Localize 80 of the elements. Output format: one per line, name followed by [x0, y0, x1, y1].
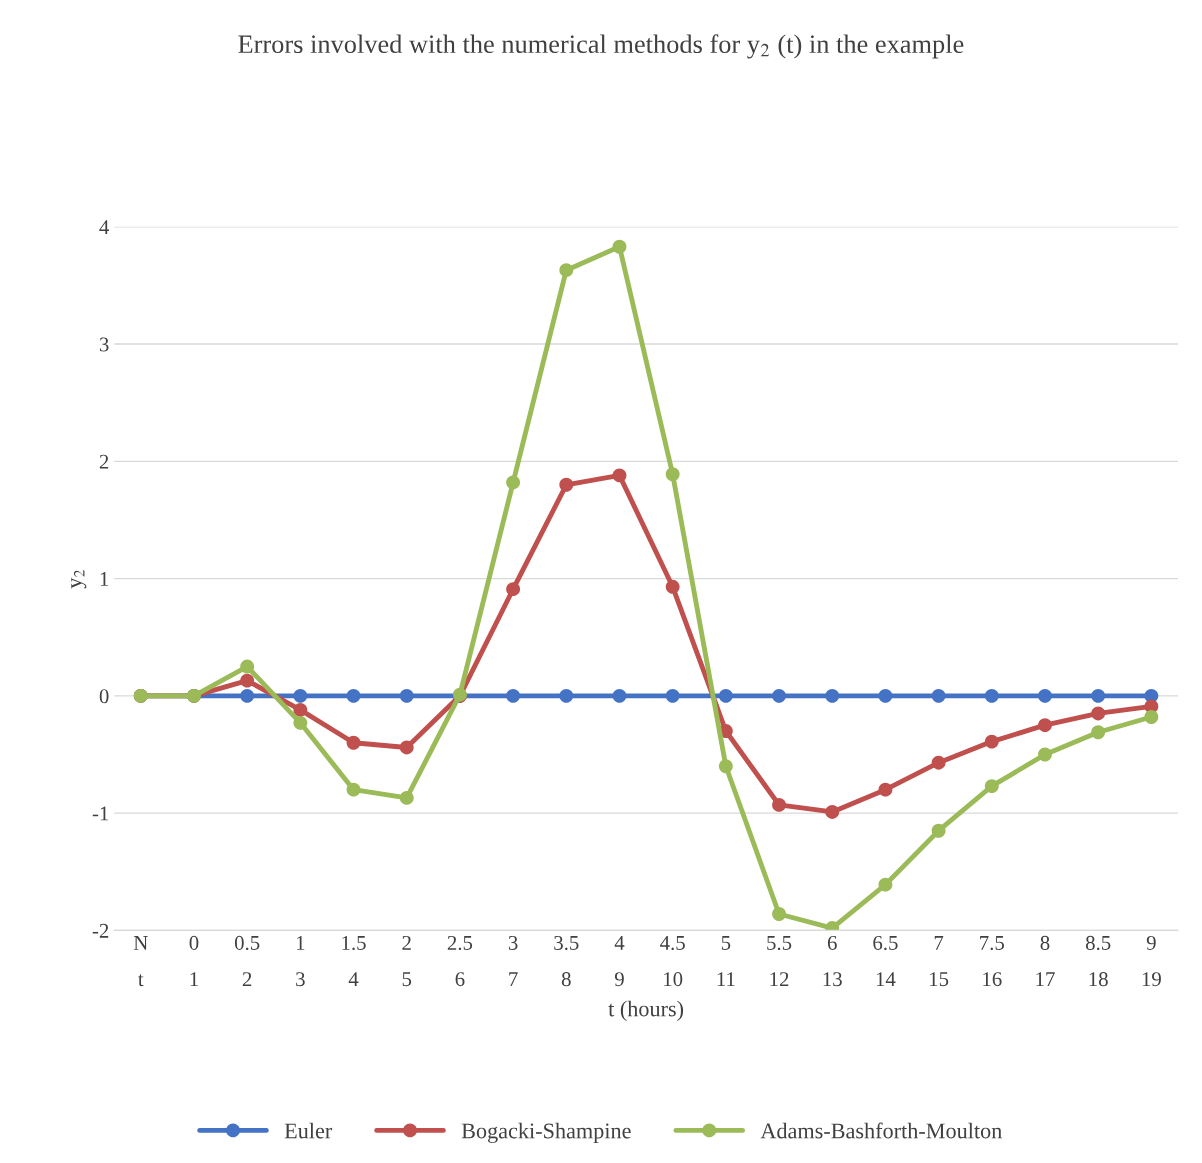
point: [665, 579, 680, 594]
y-tick-label: 0: [99, 689, 109, 704]
x-tick-label: 8.5 18: [1085, 935, 1111, 987]
point: [931, 688, 946, 703]
y-axis-title: y$_{2}$: [71, 569, 87, 589]
x-tick-label: 6.5 14: [873, 935, 898, 986]
point: [399, 688, 414, 703]
point: [665, 467, 680, 482]
point: [931, 823, 946, 838]
y-tick-label: -2: [92, 923, 109, 938]
y-tick-label: 1: [100, 572, 109, 586]
point: [825, 688, 840, 703]
y-tick-label: 4: [99, 220, 109, 235]
chart-title: Errors involved with the numerical methods for y$_{2}$ (t) in the example: [238, 34, 964, 59]
point: [293, 715, 308, 730]
point: [931, 755, 946, 770]
point: [559, 263, 574, 278]
point: [240, 673, 255, 688]
x-tick-label: 9 19: [1142, 935, 1161, 987]
point: [506, 475, 521, 490]
point: [1038, 688, 1052, 703]
x-tick-label: 0.5 2: [234, 935, 260, 986]
x-tick-label: 7 15: [930, 936, 949, 987]
legend-label: Euler: [284, 1122, 333, 1139]
legend-label: Bogacki-Shampine: [461, 1122, 631, 1143]
point: [718, 759, 733, 774]
legend-label: Adams-Bashforth-Moulton: [760, 1122, 1002, 1139]
point: [984, 779, 999, 794]
point: [718, 688, 733, 703]
x-axis-title: t (hours): [608, 1000, 684, 1021]
x-tick-label: 1.5 4: [342, 935, 366, 986]
y-tick-label: 3: [99, 337, 109, 352]
x-tick-label: 0 1: [189, 935, 199, 986]
point: [346, 782, 361, 797]
x-tick-label: 8 17: [1036, 935, 1055, 986]
x-tick-label: 5.5 12: [767, 936, 792, 986]
point: [772, 688, 786, 703]
point: [612, 239, 627, 254]
point: [878, 782, 893, 797]
y-tick-label: -1: [92, 806, 109, 821]
x-tick-label: 4 9: [614, 936, 625, 987]
point: [825, 805, 840, 819]
y-tick-label: 2: [99, 454, 109, 469]
point: [772, 797, 786, 812]
x-tick-label: 2.5 6: [447, 935, 473, 987]
point: [240, 659, 255, 674]
x-tick-label: 3 7: [508, 935, 518, 986]
point: [878, 877, 893, 892]
point: [346, 735, 361, 750]
point: [612, 468, 627, 483]
point: [1144, 710, 1159, 724]
point: [878, 688, 893, 703]
point: [346, 688, 361, 703]
point: [1091, 688, 1106, 703]
point: [559, 477, 574, 492]
point: [984, 734, 999, 749]
point: [559, 688, 574, 703]
point: [772, 907, 786, 921]
x-tick-label: 7.5 16: [980, 936, 1005, 987]
x-tick-label: 4.5 10: [660, 936, 685, 987]
point: [240, 688, 255, 703]
x-tick-label: 5 11: [717, 936, 735, 986]
x-tick-label: 3.5 8: [554, 935, 579, 987]
x-tick-label: 1 3: [296, 935, 305, 987]
x-tick-label: 6 13: [823, 935, 842, 987]
point: [399, 790, 414, 805]
point: [665, 688, 680, 703]
point: [293, 702, 308, 717]
point: [1038, 718, 1052, 733]
point: [506, 688, 521, 703]
x-tick-label: 2 5: [402, 935, 412, 987]
point: [984, 688, 999, 703]
point: [506, 582, 521, 597]
x-tick-label: N t: [133, 936, 148, 987]
point: [293, 688, 308, 703]
point: [1091, 706, 1106, 721]
point: [1091, 725, 1106, 740]
point: [612, 688, 627, 703]
point: [1038, 747, 1052, 762]
point: [399, 740, 414, 755]
